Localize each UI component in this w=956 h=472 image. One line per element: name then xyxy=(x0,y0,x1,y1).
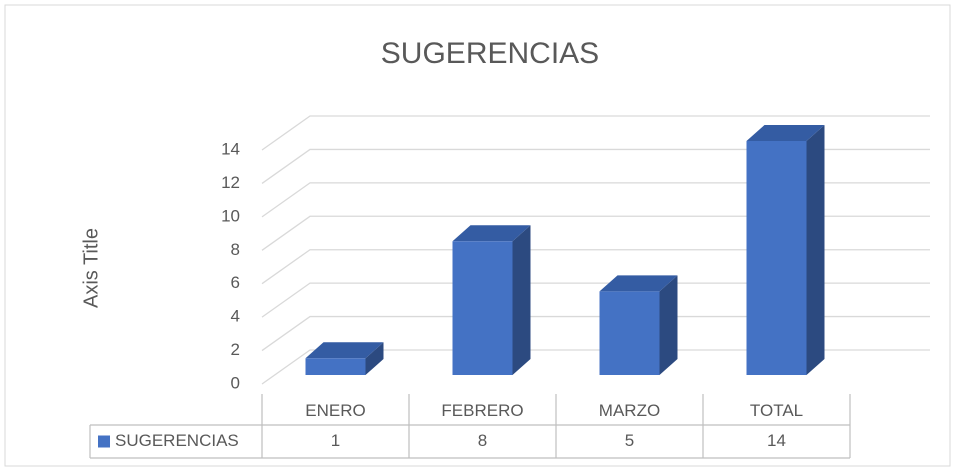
table-value: 5 xyxy=(625,431,634,450)
grid-line xyxy=(261,315,930,352)
y-tick-label: 0 xyxy=(231,373,240,392)
grid-line xyxy=(261,182,930,218)
legend-label: SUGERENCIAS xyxy=(115,431,239,450)
category-label: TOTAL xyxy=(750,401,803,420)
y-tick-label: 10 xyxy=(221,206,240,225)
legend-swatch xyxy=(98,435,110,448)
y-axis-title: Axis Title xyxy=(80,228,102,308)
y-tick-label: 12 xyxy=(221,173,240,192)
grid-line xyxy=(261,148,930,184)
bar xyxy=(746,125,825,375)
y-tick-label: 4 xyxy=(231,307,240,326)
bar-side xyxy=(365,342,384,375)
grid-line xyxy=(261,282,930,318)
grid-line xyxy=(261,115,930,151)
bar xyxy=(305,342,384,375)
y-tick-label: 6 xyxy=(231,273,240,292)
bar-side xyxy=(659,275,678,375)
table-value: 14 xyxy=(767,431,786,450)
bar xyxy=(599,275,678,375)
category-label: FEBRERO xyxy=(441,401,523,420)
grid-line xyxy=(261,215,930,251)
grid-line xyxy=(261,349,930,385)
bar-front xyxy=(305,358,366,375)
y-tick-label: 8 xyxy=(231,240,240,259)
grid-line xyxy=(261,249,930,285)
bar xyxy=(452,225,531,375)
table-value: 8 xyxy=(478,431,487,450)
category-label: MARZO xyxy=(599,401,660,420)
y-tick-label: 2 xyxy=(231,340,240,359)
bar-front xyxy=(599,291,660,375)
bar-front xyxy=(452,241,513,375)
chart-title: SUGERENCIAS xyxy=(381,37,599,70)
table-value: 1 xyxy=(331,431,340,450)
bar-side xyxy=(806,125,825,375)
bar-top xyxy=(599,275,678,292)
bar-top xyxy=(746,125,825,141)
bar-front xyxy=(746,141,807,375)
bar-side xyxy=(512,225,531,375)
bar-top xyxy=(452,225,531,242)
bar-top xyxy=(305,342,384,359)
y-tick-label: 14 xyxy=(221,139,240,158)
category-label: ENERO xyxy=(305,401,365,420)
